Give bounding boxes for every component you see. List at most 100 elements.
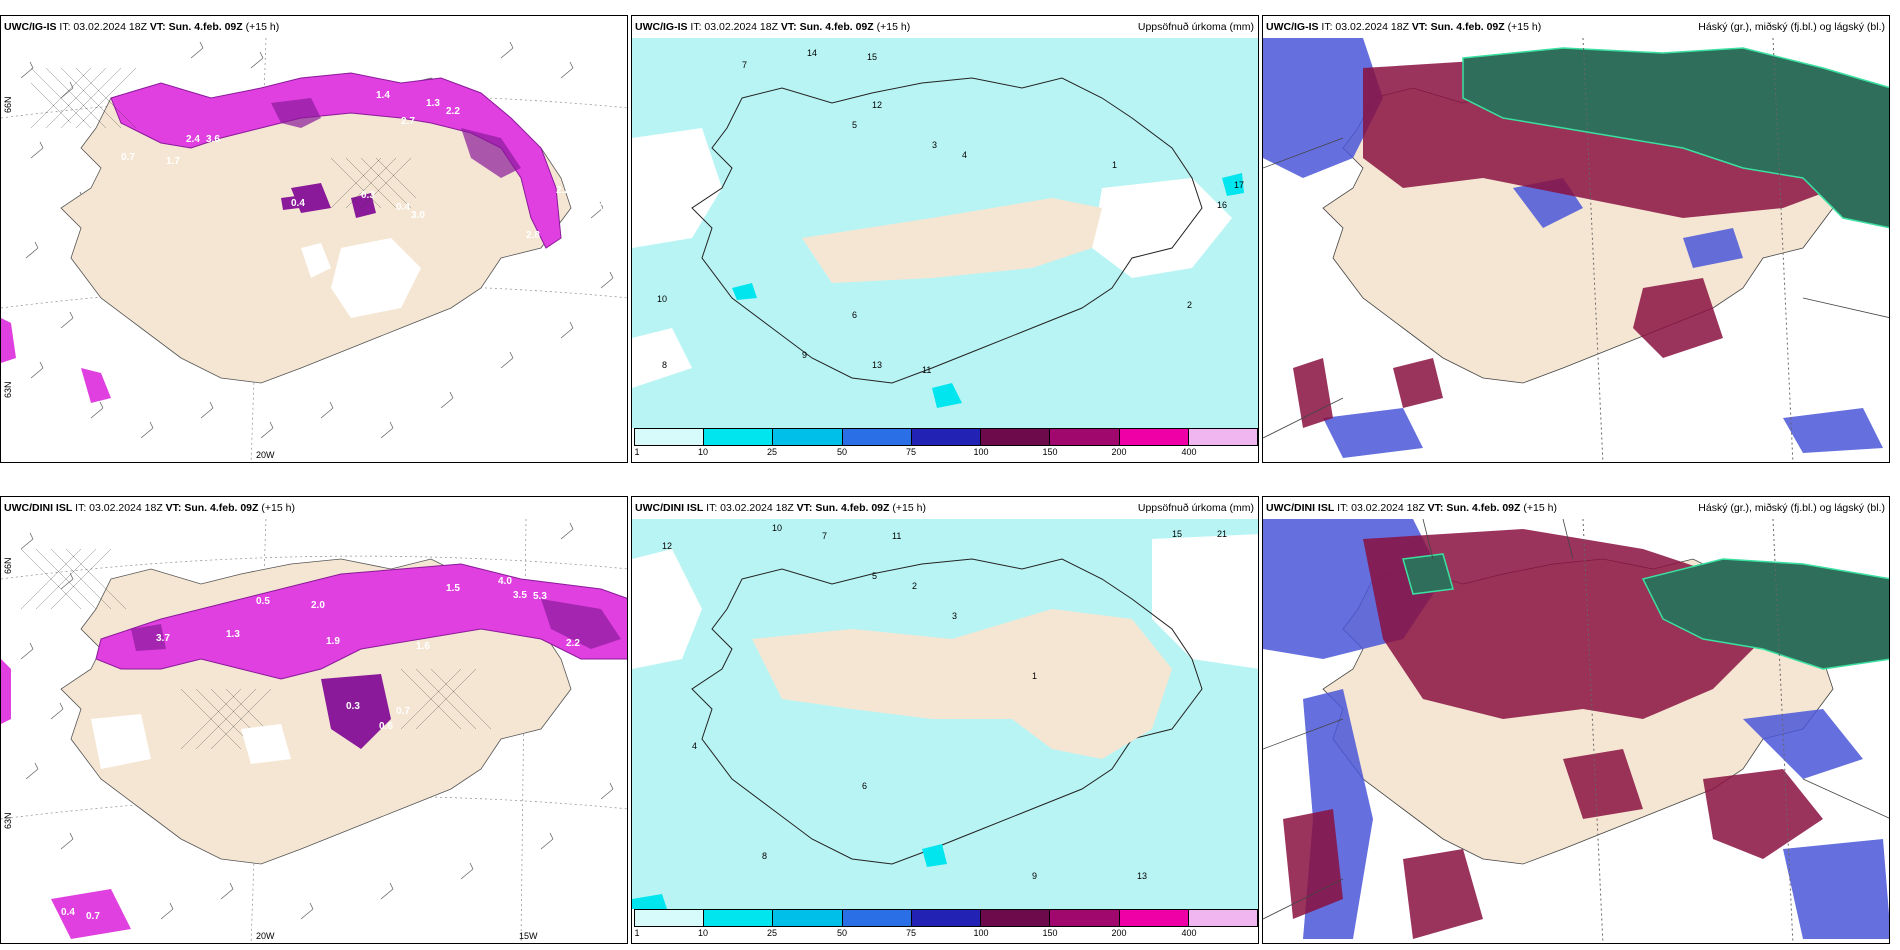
- colorbar-segment: [1188, 910, 1257, 926]
- colorbar-tick: 150: [1042, 928, 1058, 938]
- hatch-area: [20, 548, 492, 750]
- field-label: Uppsöfnuð úrkoma (mm): [1137, 502, 1254, 514]
- snow-value: 0.3: [361, 190, 375, 201]
- high-cloud-green: [1402, 553, 1889, 670]
- model-name: UWC/DINI ISL: [1266, 502, 1335, 514]
- precip-value: 1: [1032, 671, 1037, 681]
- snow-value: 1.3: [226, 629, 240, 640]
- precip-value: 15: [1172, 529, 1182, 539]
- snow-value: 0.7: [121, 152, 135, 163]
- wind-barbs: [20, 522, 614, 920]
- precip-value: 9: [1032, 871, 1037, 881]
- white-areas: [91, 714, 291, 769]
- snow-value: 3.6: [206, 134, 220, 145]
- land-dry-area: [752, 609, 1172, 759]
- precip-value: 14: [807, 48, 817, 58]
- precip-value: 16: [1217, 200, 1227, 210]
- lead-time: (+15 h): [892, 502, 926, 514]
- colorbar-bar: [634, 428, 1258, 446]
- colorbar-segment: [842, 429, 912, 445]
- colorbar-tick: 1: [634, 447, 640, 457]
- field-label: Háský (gr.), miðský (fj.bl.) og lágský (…: [1698, 502, 1885, 514]
- panel-bottom-right: UWC/DINI ISL IT: 03.02.2024 18Z VT: Sun.…: [1262, 496, 1890, 944]
- lead-time: (+15 h): [1523, 502, 1557, 514]
- precip-map: 7 14 15 10 5 8 12 3 4 9 6 13 11 2 1 17 1…: [632, 38, 1258, 428]
- precip-value: 4: [962, 150, 967, 160]
- boundary-lines: [1263, 519, 1889, 920]
- colorbar-segment: [635, 910, 705, 926]
- model-name: UWC/IG-IS: [1266, 21, 1319, 33]
- snow-value: 2.8: [526, 230, 540, 241]
- colorbar-tick: 25: [766, 447, 778, 457]
- panel-top-left: UWC/IG-IS IT: 03.02.2024 18Z VT: Sun. 4.…: [0, 15, 628, 463]
- snow-core: [271, 98, 521, 178]
- precip-value: 2: [1187, 300, 1192, 310]
- colorbar-tick: 200: [1111, 447, 1127, 457]
- precip-value: 12: [872, 100, 882, 110]
- lat-label-63n: 63N: [3, 381, 13, 398]
- panel-title: UWC/IG-IS IT: 03.02.2024 18Z VT: Sun. 4.…: [1263, 16, 1889, 38]
- colorbar-segment: [842, 910, 912, 926]
- colorbar-tick: 1: [634, 928, 640, 938]
- init-time: IT: 03.02.2024 18Z: [1321, 21, 1409, 33]
- heavy-precip: [632, 844, 947, 909]
- init-time: IT: 03.02.2024 18Z: [706, 502, 794, 514]
- land-dry-area: [802, 198, 1102, 283]
- precip-colorbar: 1 10 25 50 75 100 150 200 400: [634, 428, 1258, 460]
- colorbar-segment: [911, 429, 982, 445]
- colorbar-tick: 400: [1181, 447, 1197, 457]
- snow-value: 2.7: [401, 116, 415, 127]
- precip-value: 7: [822, 531, 827, 541]
- no-precip-area: [632, 534, 1258, 669]
- colorbar-segment: [704, 429, 774, 445]
- valid-time: VT: Sun. 4.feb. 09Z: [780, 21, 874, 33]
- no-precip-area: [632, 128, 1232, 388]
- snow-value: 3.5: [513, 590, 527, 601]
- precip-value: 6: [852, 310, 857, 320]
- snow-value: 0.7: [396, 706, 410, 717]
- lon-label-20w: 20W: [256, 450, 275, 460]
- snow-value: 3.0: [411, 210, 425, 221]
- panel-title: UWC/DINI ISL IT: 03.02.2024 18Z VT: Sun.…: [632, 497, 1258, 519]
- panel-title: UWC/IG-IS IT: 03.02.2024 18Z VT: Sun. 4.…: [632, 16, 1258, 38]
- colorbar-segment: [1050, 910, 1120, 926]
- iceland-outline: [691, 77, 1203, 384]
- field-label: Uppsöfnuð úrkoma (mm): [1137, 21, 1254, 33]
- precip-value: 11: [922, 365, 931, 375]
- high-cloud-green: [1462, 47, 1889, 229]
- colorbar-tick: 50: [836, 928, 848, 938]
- valid-time: VT: Sun. 4.feb. 09Z: [1411, 21, 1505, 33]
- panel-top-right: UWC/IG-IS IT: 03.02.2024 18Z VT: Sun. 4.…: [1262, 15, 1890, 463]
- precip-value: 15: [867, 52, 877, 62]
- snow-value: 1.3: [426, 98, 440, 109]
- snow-value: 0.5: [256, 596, 270, 607]
- low-cloud-blue: [1263, 38, 1883, 458]
- snow-value: 1.9: [326, 636, 340, 647]
- colorbar-tick: 75: [905, 928, 917, 938]
- colorbar-tick: 100: [973, 447, 989, 457]
- colorbar-tick: 75: [905, 447, 917, 457]
- snow-value: 0.7: [86, 911, 100, 922]
- snow-value: 0.4: [291, 198, 305, 209]
- colorbar-segment: [773, 910, 843, 926]
- snow-value: 1.7: [166, 156, 180, 167]
- lat-label-66n: 66N: [3, 557, 13, 574]
- precip-value: 21: [1217, 529, 1227, 539]
- snow-value: 3.3: [611, 205, 625, 216]
- lead-time: (+15 h): [245, 21, 280, 33]
- panel-bottom-middle: UWC/DINI ISL IT: 03.02.2024 18Z VT: Sun.…: [631, 496, 1259, 944]
- init-time: IT: 03.02.2024 18Z: [1337, 502, 1425, 514]
- graticule: [1582, 38, 1794, 462]
- snow-value: 3.7: [156, 633, 170, 644]
- precip-value: 5: [872, 571, 877, 581]
- colorbar-segment: [911, 910, 982, 926]
- panel-title: UWC/DINI ISL IT: 03.02.2024 18Z VT: Sun.…: [1, 497, 627, 519]
- colorbar-segment: [704, 910, 774, 926]
- snow-patches: [281, 183, 376, 218]
- wind-snow-map: 66N 20W 15W 63N 1.5 4.0 3.5 5.3 2.0 1.9 …: [1, 519, 627, 943]
- snow-value: 2.0: [311, 600, 325, 611]
- panel-bottom-left: UWC/DINI ISL IT: 03.02.2024 18Z VT: Sun.…: [0, 496, 628, 944]
- model-name: UWC/IG-IS: [4, 21, 57, 33]
- valid-time: VT: Sun. 4.feb. 09Z: [165, 502, 259, 514]
- snow-value: 0.6: [379, 721, 393, 732]
